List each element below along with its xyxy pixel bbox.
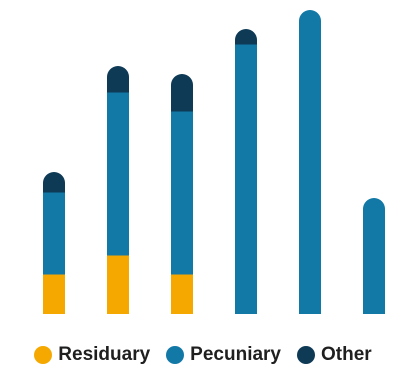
- legend: Residuary Pecuniary Other: [0, 340, 406, 370]
- bar-1[interactable]: [43, 172, 65, 315]
- legend-item-other[interactable]: Other: [297, 344, 372, 366]
- legend-swatch-pecuniary: [166, 346, 185, 364]
- legend-label-other: Other: [321, 344, 372, 365]
- bar-4-other[interactable]: [235, 29, 257, 45]
- bar-5[interactable]: [299, 10, 321, 315]
- bar-4-pecuniary[interactable]: [235, 44, 257, 315]
- bar-2[interactable]: [107, 66, 129, 315]
- bar-3[interactable]: [171, 74, 193, 315]
- bar-3-other[interactable]: [171, 74, 193, 112]
- legend-item-pecuniary[interactable]: Pecuniary: [166, 344, 281, 366]
- bar-1-pecuniary[interactable]: [43, 192, 65, 275]
- bar-2-other[interactable]: [107, 66, 129, 93]
- bar-3-residuary[interactable]: [171, 274, 193, 315]
- bar-4[interactable]: [235, 29, 257, 315]
- bar-3-pecuniary[interactable]: [171, 111, 193, 275]
- legend-label-pecuniary: Pecuniary: [190, 344, 281, 365]
- bar-6-pecuniary[interactable]: [363, 198, 385, 315]
- bar-2-residuary[interactable]: [107, 255, 129, 315]
- bar-1-residuary[interactable]: [43, 274, 65, 315]
- legend-label-residuary: Residuary: [58, 344, 151, 365]
- bar-2-pecuniary[interactable]: [107, 92, 129, 256]
- bar-6[interactable]: [363, 198, 385, 315]
- bar-1-other[interactable]: [43, 172, 65, 193]
- bar-5-pecuniary[interactable]: [299, 10, 321, 315]
- legend-item-residuary[interactable]: Residuary: [34, 344, 150, 366]
- bar-chart-plot: [43, 10, 385, 315]
- legend-swatch-other: [297, 346, 315, 364]
- legend-swatch-residuary: [34, 346, 53, 364]
